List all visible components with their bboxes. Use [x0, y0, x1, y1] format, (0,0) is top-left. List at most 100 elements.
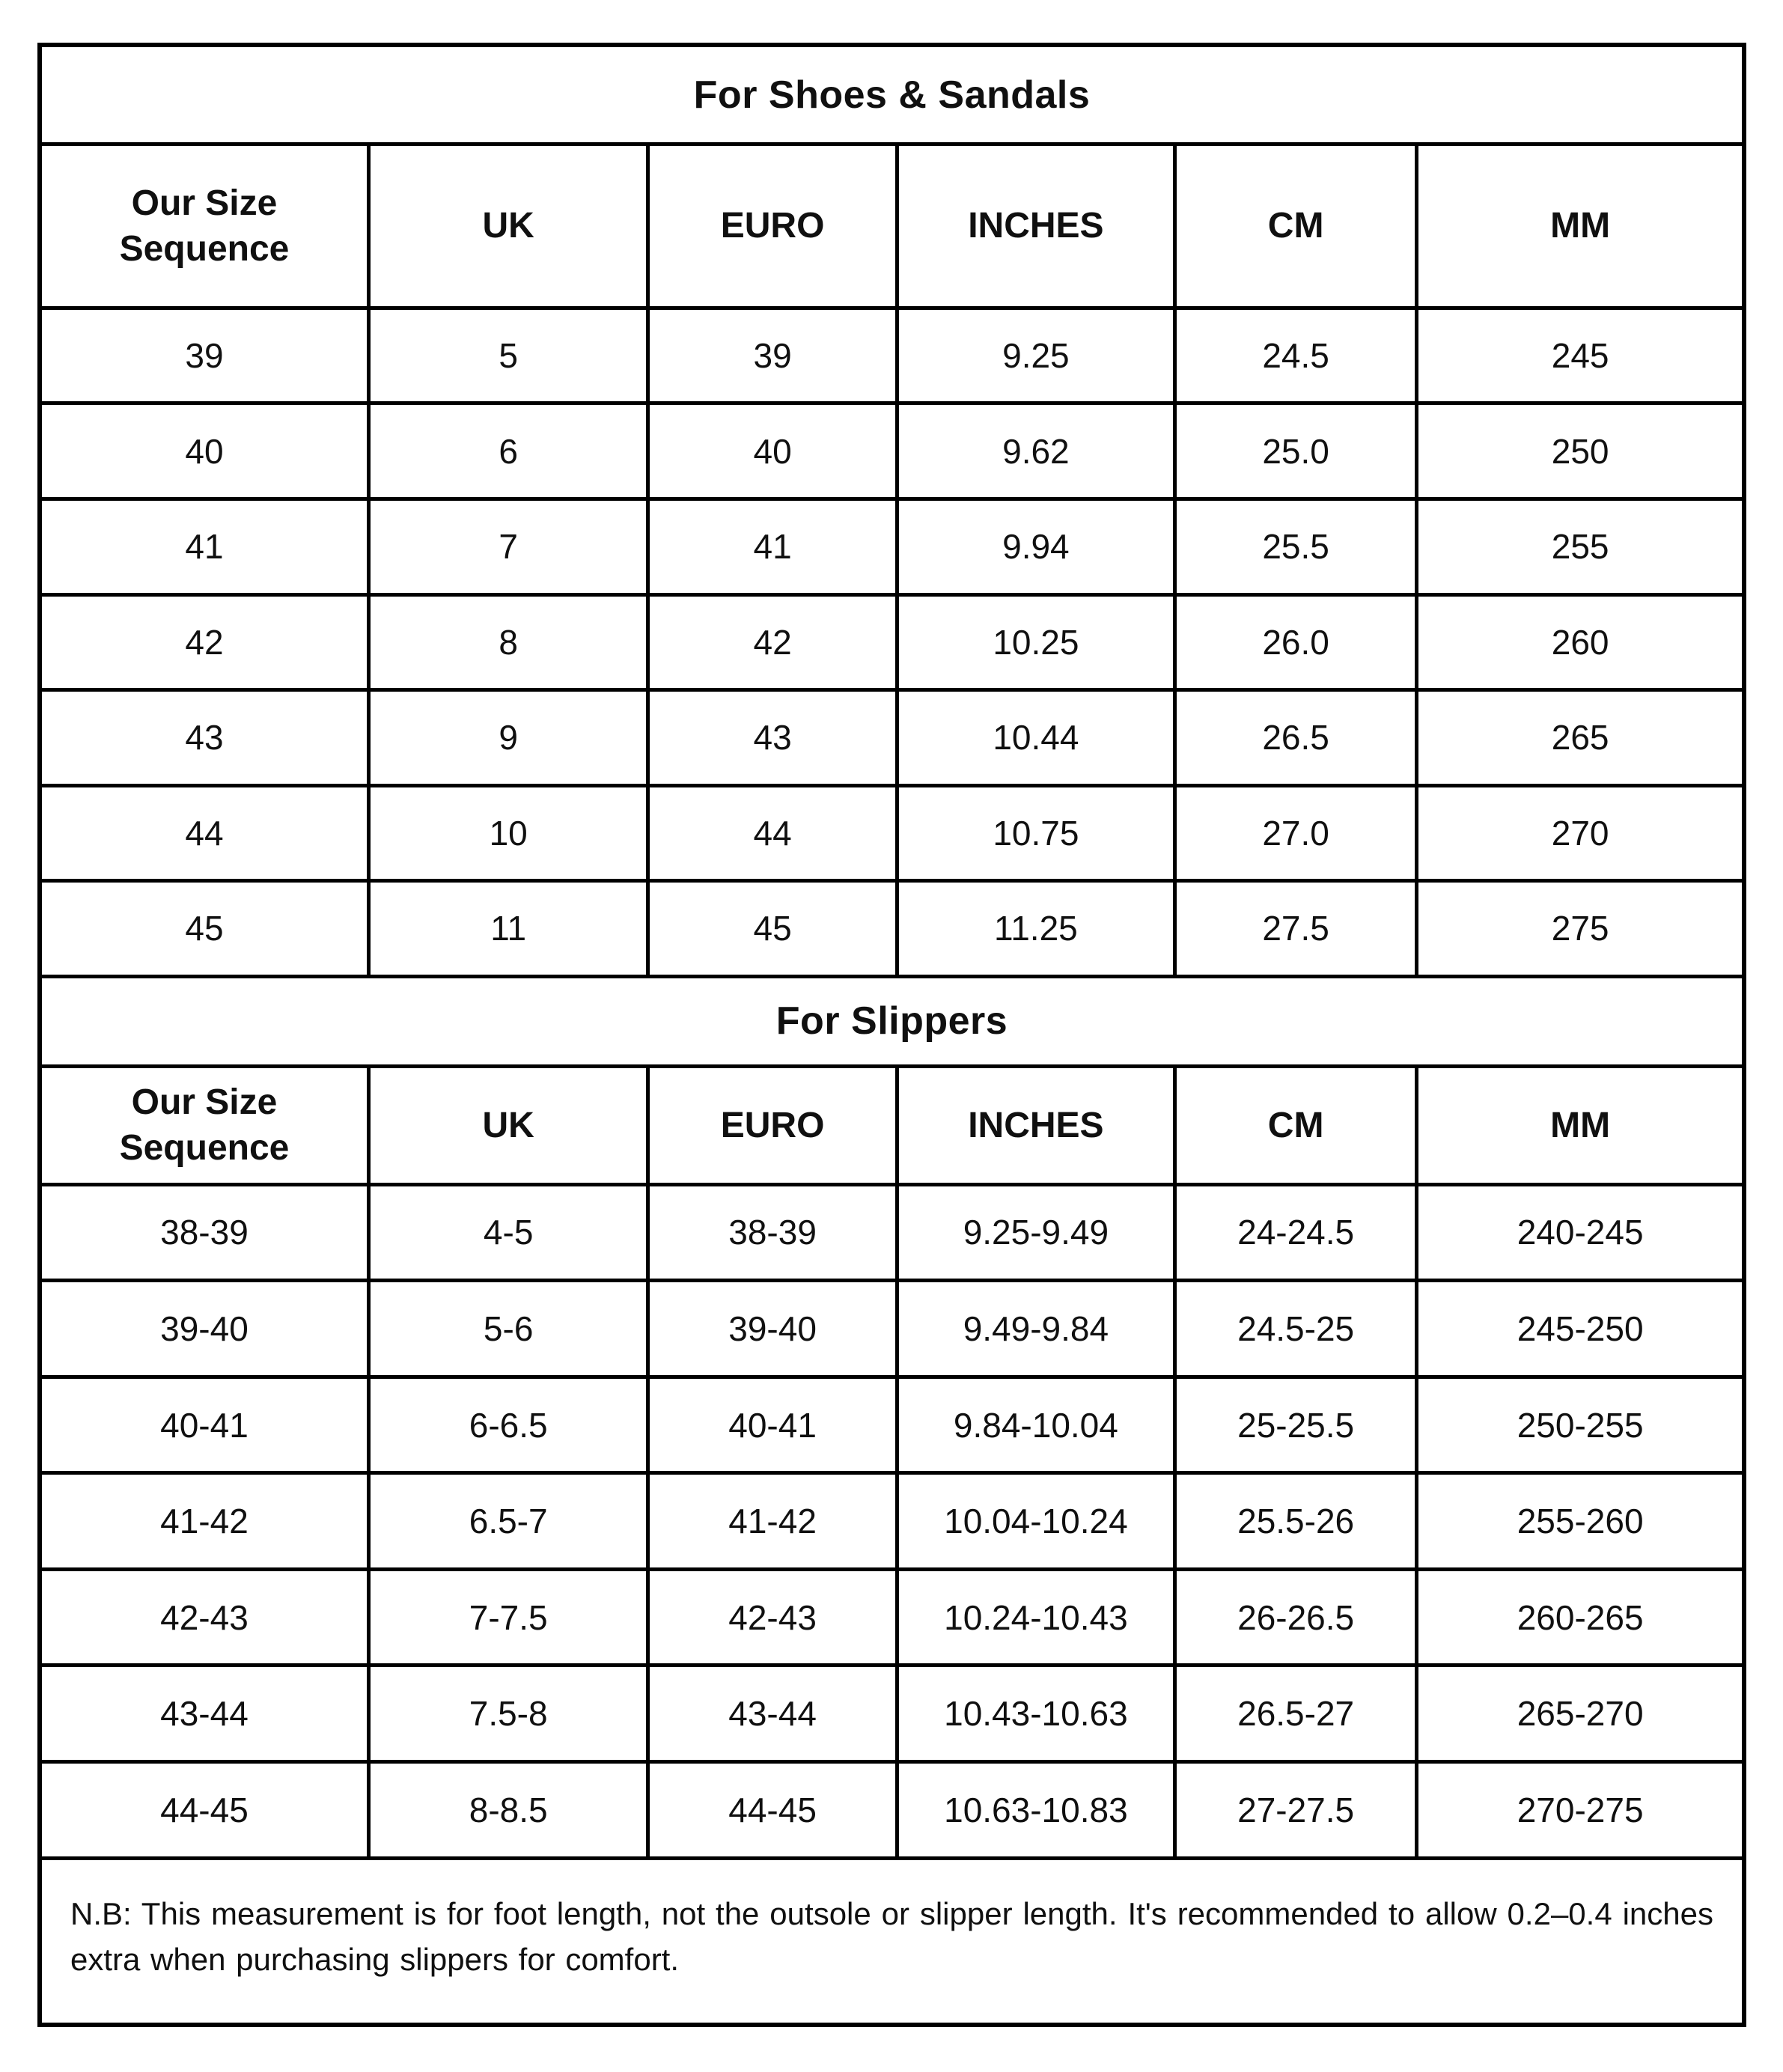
- size-cell: 26.5: [1172, 688, 1419, 787]
- table-row: 44 10 44 10.75 27.0 270: [37, 783, 1746, 883]
- size-cell: 10.24-10.43: [894, 1567, 1177, 1668]
- size-cell: 43-44: [37, 1663, 371, 1764]
- size-cell: 10.25: [894, 592, 1177, 692]
- size-tables: For Shoes & Sandals Our Size Sequence UK EU…: [37, 43, 1746, 1860]
- size-cell: 41-42: [37, 1471, 371, 1571]
- size-cell: 9.62: [894, 401, 1177, 501]
- size-cell: 38-39: [37, 1182, 371, 1283]
- size-cell: 44: [646, 783, 899, 883]
- size-cell: 7: [366, 496, 650, 597]
- table-row: 40 6 40 9.62 25.0 250: [37, 401, 1746, 501]
- footnote-text: N.B: This measurement is for foot length…: [37, 1856, 1746, 2027]
- size-chart: For Shoes & Sandals Our Size Sequence UK EU…: [37, 43, 1746, 2027]
- table-row: 41 7 41 9.94 25.5 255: [37, 496, 1746, 597]
- size-cell: 43: [646, 688, 899, 787]
- size-cell: 9.25: [894, 305, 1177, 406]
- size-cell: 27.0: [1172, 783, 1419, 883]
- section-title-row: For Slippers: [37, 974, 1746, 1069]
- size-cell: 245: [1415, 305, 1746, 406]
- column-header: Our Size Sequence: [37, 1064, 371, 1186]
- size-cell: 270-275: [1415, 1759, 1746, 1860]
- size-cell: 11: [366, 879, 650, 978]
- size-cell: 9.84-10.04: [894, 1374, 1177, 1475]
- size-cell: 265-270: [1415, 1663, 1746, 1764]
- size-cell: 25-25.5: [1172, 1374, 1419, 1475]
- size-cell: 245-250: [1415, 1279, 1746, 1379]
- section-title: For Shoes & Sandals: [37, 43, 1746, 147]
- table-row: 42 8 42 10.25 26.0 260: [37, 592, 1746, 692]
- size-cell: 250-255: [1415, 1374, 1746, 1475]
- footnote-section: N.B: This measurement is for foot length…: [37, 1856, 1746, 2027]
- size-cell: 44: [37, 783, 371, 883]
- section-title: For Slippers: [37, 974, 1746, 1069]
- size-cell: 42: [37, 592, 371, 692]
- size-cell: 38-39: [646, 1182, 899, 1283]
- size-cell: 25.0: [1172, 401, 1419, 501]
- table-row: 45 11 45 11.25 27.5 275: [37, 879, 1746, 978]
- table-row: 39 5 39 9.25 24.5 245: [37, 305, 1746, 406]
- size-cell: 10: [366, 783, 650, 883]
- size-cell: 41: [646, 496, 899, 597]
- size-cell: 8-8.5: [366, 1759, 650, 1860]
- size-cell: 260: [1415, 592, 1746, 692]
- size-cell: 27-27.5: [1172, 1759, 1419, 1860]
- size-cell: 44-45: [646, 1759, 899, 1860]
- column-header: CM: [1172, 142, 1419, 310]
- size-cell: 9.49-9.84: [894, 1279, 1177, 1379]
- column-header: MM: [1415, 142, 1746, 310]
- size-cell: 5-6: [366, 1279, 650, 1379]
- size-cell: 255: [1415, 496, 1746, 597]
- size-cell: 265: [1415, 688, 1746, 787]
- size-cell: 43-44: [646, 1663, 899, 1764]
- size-cell: 4-5: [366, 1182, 650, 1283]
- size-cell: 240-245: [1415, 1182, 1746, 1283]
- size-cell: 43: [37, 688, 371, 787]
- size-cell: 44-45: [37, 1759, 371, 1860]
- size-cell: 9: [366, 688, 650, 787]
- column-header: EURO: [646, 1064, 899, 1186]
- size-cell: 42-43: [646, 1567, 899, 1668]
- size-cell: 24.5: [1172, 305, 1419, 406]
- size-cell: 39-40: [646, 1279, 899, 1379]
- table-row: 43-44 7.5-8 43-44 10.43-10.63 26.5-27 265-270: [37, 1663, 1746, 1764]
- size-cell: 26.5-27: [1172, 1663, 1419, 1764]
- size-cell: 40: [37, 401, 371, 501]
- footnote-row: N.B: This measurement is for foot length…: [37, 1856, 1746, 2027]
- size-cell: 10.44: [894, 688, 1177, 787]
- size-cell: 6-6.5: [366, 1374, 650, 1475]
- table-row: 38-39 4-5 38-39 9.25-9.49 24-24.5 240-245: [37, 1182, 1746, 1283]
- size-cell: 10.63-10.83: [894, 1759, 1177, 1860]
- size-cell: 24.5-25: [1172, 1279, 1419, 1379]
- size-cell: 40-41: [646, 1374, 899, 1475]
- column-header: UK: [366, 142, 650, 310]
- size-cell: 42-43: [37, 1567, 371, 1668]
- column-header: CM: [1172, 1064, 1419, 1186]
- size-cell: 39: [646, 305, 899, 406]
- table-row: 41-42 6.5-7 41-42 10.04-10.24 25.5-26 255-260: [37, 1471, 1746, 1571]
- table-row: 39-40 5-6 39-40 9.49-9.84 24.5-25 245-250: [37, 1279, 1746, 1379]
- size-cell: 9.94: [894, 496, 1177, 597]
- size-cell: 26-26.5: [1172, 1567, 1419, 1668]
- column-header-row: Our Size Sequence UK EURO INCHES CM MM: [37, 1064, 1746, 1186]
- size-cell: 24-24.5: [1172, 1182, 1419, 1283]
- size-cell: 25.5-26: [1172, 1471, 1419, 1571]
- size-cell: 40-41: [37, 1374, 371, 1475]
- size-cell: 6: [366, 401, 650, 501]
- size-cell: 42: [646, 592, 899, 692]
- column-header: INCHES: [894, 142, 1177, 310]
- size-cell: 250: [1415, 401, 1746, 501]
- size-cell: 7.5-8: [366, 1663, 650, 1764]
- size-cell: 255-260: [1415, 1471, 1746, 1571]
- size-cell: 9.25-9.49: [894, 1182, 1177, 1283]
- column-header: EURO: [646, 142, 899, 310]
- size-cell: 260-265: [1415, 1567, 1746, 1668]
- column-header: INCHES: [894, 1064, 1177, 1186]
- size-cell: 25.5: [1172, 496, 1419, 597]
- column-header: Our Size Sequence: [37, 142, 371, 310]
- size-cell: 5: [366, 305, 650, 406]
- table-row: 43 9 43 10.44 26.5 265: [37, 688, 1746, 787]
- size-cell: 275: [1415, 879, 1746, 978]
- size-cell: 41-42: [646, 1471, 899, 1571]
- size-cell: 41: [37, 496, 371, 597]
- size-cell: 40: [646, 401, 899, 501]
